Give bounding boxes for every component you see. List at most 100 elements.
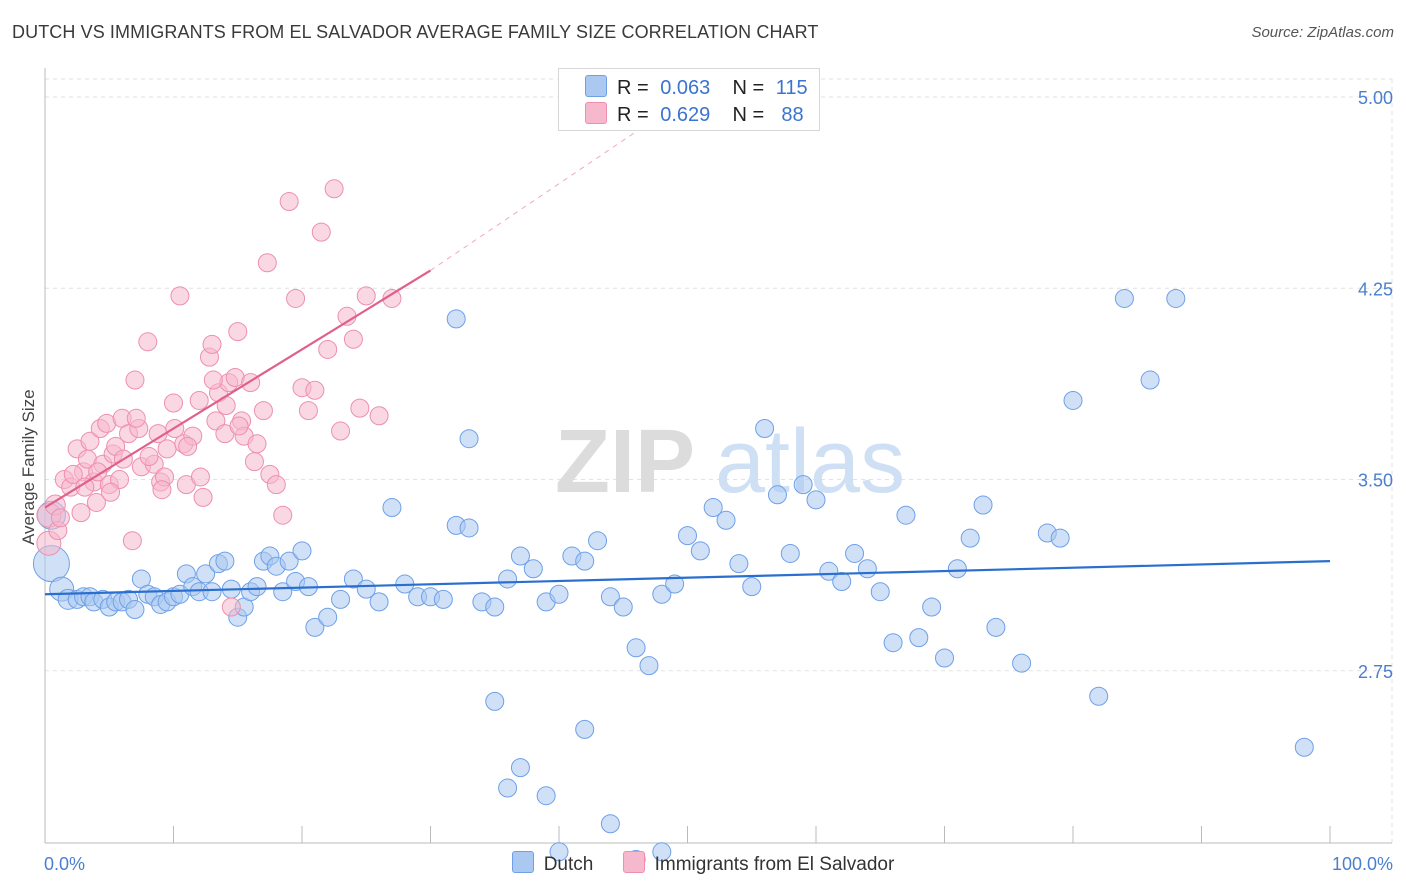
- legend-swatch-dutch: [511, 851, 534, 873]
- salvador-point: [228, 322, 248, 342]
- dutch-point: [600, 587, 620, 607]
- dutch-point: [806, 490, 826, 510]
- x-tick-label: 100.0%: [1332, 854, 1393, 874]
- points-layer: [32, 179, 1314, 869]
- dutch-point: [1294, 737, 1314, 757]
- salvador-point: [286, 288, 306, 308]
- x-tick-label: 0.0%: [44, 854, 85, 874]
- dutch-point: [678, 526, 697, 546]
- watermark: ZIP atlas: [555, 412, 905, 512]
- salvador-point: [203, 370, 223, 390]
- salvador-point: [311, 222, 331, 242]
- legend-item-salvador: Immigrants from El Salvador: [622, 851, 895, 876]
- y-tick-label: 2.75: [1358, 662, 1393, 682]
- dutch-point: [356, 579, 376, 599]
- salvador-point: [170, 286, 190, 306]
- r-label: R =: [617, 104, 649, 126]
- dutch-point: [523, 559, 543, 579]
- dutch-point: [305, 617, 325, 637]
- dutch-point: [832, 572, 852, 591]
- dutch-point: [510, 758, 530, 778]
- salvador-point: [164, 393, 183, 413]
- dutch-point: [382, 498, 402, 518]
- dutch-point: [922, 597, 942, 617]
- dutch-point: [1166, 288, 1186, 308]
- salvador-trend-line: [44, 269, 432, 509]
- dutch-point: [755, 419, 775, 438]
- n-value: 115: [775, 77, 808, 99]
- salvador-point: [178, 436, 198, 456]
- dutch-point: [202, 582, 222, 602]
- dutch-point: [973, 495, 993, 515]
- dutch-point: [459, 429, 479, 449]
- salvador-point: [101, 482, 121, 502]
- dutch-point: [652, 842, 672, 862]
- salvador-point: [202, 334, 222, 354]
- dutch-point: [716, 510, 736, 530]
- salvador-point: [257, 253, 277, 273]
- dutch-point: [510, 546, 530, 566]
- dutch-point: [870, 582, 890, 602]
- salvador-point: [86, 492, 106, 512]
- salvador-trend-extension: [430, 96, 688, 271]
- dutch-point: [247, 577, 267, 597]
- salvador-point: [221, 597, 241, 617]
- dutch-point: [498, 569, 518, 589]
- salvador-point: [122, 531, 142, 551]
- dutch-point: [742, 577, 762, 597]
- salvador-point: [369, 406, 389, 426]
- chart-title: DUTCH VS IMMIGRANTS FROM EL SALVADOR AVE…: [12, 22, 819, 42]
- salvador-point: [356, 286, 376, 306]
- salvador-point: [229, 416, 249, 436]
- y-tick-label: 3.50: [1358, 471, 1393, 491]
- salvador-point: [63, 464, 83, 484]
- r-label: R =: [617, 77, 649, 99]
- salvador-point: [50, 508, 70, 528]
- stats-legend-row-dutch: R = 0.063 N = 115: [585, 75, 808, 99]
- salvador-point: [305, 380, 325, 400]
- dutch-point: [343, 569, 363, 589]
- stats-legend: R = 0.063 N = 115 R = 0.629 N = 88: [558, 68, 820, 131]
- dutch-point: [318, 607, 338, 627]
- dutch-point: [819, 561, 839, 581]
- dutch-point: [767, 485, 787, 505]
- dutch-point: [600, 814, 620, 834]
- salvador-point: [279, 192, 299, 212]
- stats-legend-row-salvador: R = 0.629 N = 88: [585, 102, 804, 126]
- dutch-point: [947, 559, 967, 579]
- axis-layer: 2.75 3.50 4.25 5.00 0.0% 100.0%: [44, 68, 1393, 874]
- n-label: N =: [732, 77, 765, 99]
- salvador-point: [331, 421, 351, 441]
- dutch-point: [215, 551, 235, 571]
- dutch-point: [1050, 528, 1070, 548]
- series-legend: Dutch Immigrants from El Salvador: [0, 851, 1406, 876]
- dutch-point: [857, 559, 877, 579]
- source-label: Source: ZipAtlas.com: [1251, 24, 1394, 41]
- dutch-point: [690, 541, 710, 561]
- y-axis-label: Average Family Size: [19, 389, 38, 545]
- salvador-point: [266, 475, 286, 495]
- salvador-point: [190, 467, 210, 487]
- dutch-point: [1063, 390, 1083, 410]
- dutch-point: [652, 584, 672, 604]
- r-value: 0.629: [660, 104, 711, 126]
- salvador-point: [193, 487, 213, 507]
- dutch-point: [935, 648, 954, 668]
- salvador-point: [253, 401, 273, 421]
- dutch-point: [549, 842, 569, 862]
- r-value: 0.063: [660, 77, 711, 99]
- legend-swatch-salvador: [585, 102, 607, 124]
- dutch-point: [665, 574, 685, 594]
- salvador-point: [189, 390, 209, 410]
- dutch-point: [780, 543, 800, 563]
- n-value: 88: [781, 104, 804, 126]
- dutch-point: [883, 633, 903, 653]
- dutch-point: [588, 531, 608, 551]
- salvador-point: [126, 408, 146, 428]
- salvador-point: [139, 447, 159, 467]
- legend-label-salvador: Immigrants from El Salvador: [654, 854, 895, 875]
- dutch-point: [196, 564, 216, 584]
- dutch-point: [433, 589, 453, 609]
- dutch-point: [498, 778, 518, 798]
